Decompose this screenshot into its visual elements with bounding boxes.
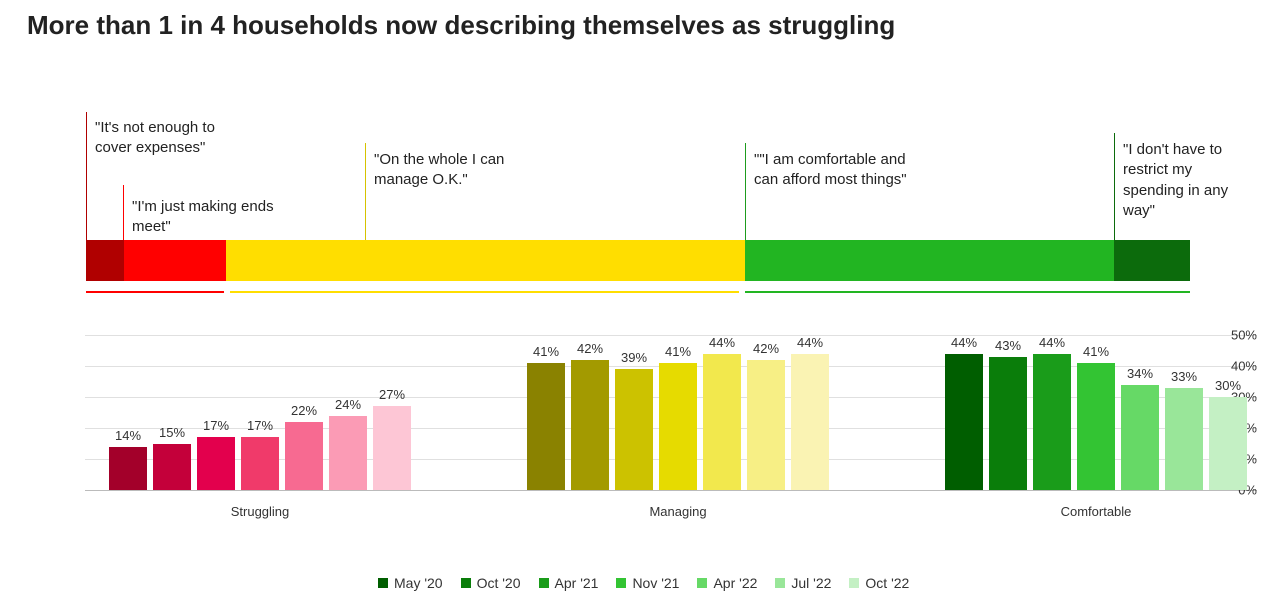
bar (241, 437, 279, 490)
bar-value-label: 42% (753, 341, 779, 356)
legend-swatch (775, 578, 785, 588)
bar (1121, 385, 1159, 490)
stacked-bar-segment (86, 240, 124, 281)
legend-label: Nov '21 (632, 575, 679, 591)
quote-text: "I'm just making ends meet" (132, 197, 282, 238)
stacked-bar-segment (124, 240, 227, 281)
bar-value-label: 42% (577, 341, 603, 356)
bar-value-label: 43% (995, 338, 1021, 353)
bar-value-label: 15% (159, 425, 185, 440)
bar (703, 354, 741, 490)
bar (659, 363, 697, 490)
bar (527, 363, 565, 490)
bar (747, 360, 785, 490)
legend-item: Apr '21 (539, 575, 599, 591)
bar (945, 354, 983, 490)
bar-value-label: 27% (379, 387, 405, 402)
page-title: More than 1 in 4 households now describi… (27, 10, 895, 41)
category-underline (86, 291, 224, 293)
bar (329, 416, 367, 490)
bar-value-label: 24% (335, 397, 361, 412)
y-axis-tick-label: 50% (1209, 328, 1257, 343)
bar (373, 406, 411, 490)
bar (989, 357, 1027, 490)
bar (1209, 397, 1247, 490)
bar (1165, 388, 1203, 490)
legend-item: Oct '22 (849, 575, 909, 591)
bar-value-label: 44% (1039, 335, 1065, 350)
group-label: Struggling (231, 504, 290, 519)
legend-item: Jul '22 (775, 575, 831, 591)
bar (615, 369, 653, 490)
legend-swatch (378, 578, 388, 588)
bar (197, 437, 235, 490)
legend-label: Apr '21 (555, 575, 599, 591)
legend-item: May '20 (378, 575, 443, 591)
stacked-bar-segment (1114, 240, 1190, 281)
legend-label: Oct '22 (865, 575, 909, 591)
quote-text: "On the whole I can manage O.K." (374, 150, 514, 191)
bar-value-label: 34% (1127, 366, 1153, 381)
bar (109, 447, 147, 490)
bar-value-label: 44% (951, 335, 977, 350)
bar-value-label: 30% (1215, 378, 1241, 393)
bar-value-label: 41% (533, 344, 559, 359)
legend-label: Oct '20 (477, 575, 521, 591)
legend-swatch (697, 578, 707, 588)
group-label: Managing (649, 504, 706, 519)
bar-value-label: 17% (203, 418, 229, 433)
quote-text: "I don't have to restrict my spending in… (1123, 140, 1243, 221)
legend-item: Oct '20 (461, 575, 521, 591)
stacked-bar-segment (226, 240, 745, 281)
bar (1077, 363, 1115, 490)
bar-value-label: 17% (247, 418, 273, 433)
category-underline (230, 291, 739, 293)
bar (153, 444, 191, 491)
legend-swatch (849, 578, 859, 588)
bar (1033, 354, 1071, 490)
legend-swatch (539, 578, 549, 588)
bar (571, 360, 609, 490)
legend-item: Nov '21 (616, 575, 679, 591)
group-label: Comfortable (1061, 504, 1132, 519)
bar-value-label: 41% (665, 344, 691, 359)
stacked-bar (86, 240, 1190, 281)
bar-value-label: 44% (797, 335, 823, 350)
grouped-bar-chart: 0%10%20%30%40%50%14%15%17%17%22%24%27%St… (27, 335, 1257, 525)
bar-value-label: 22% (291, 403, 317, 418)
legend-item: Apr '22 (697, 575, 757, 591)
bar-value-label: 41% (1083, 344, 1109, 359)
y-axis-tick-label: 40% (1209, 359, 1257, 374)
bar-value-label: 39% (621, 350, 647, 365)
bar-value-label: 14% (115, 428, 141, 443)
legend-swatch (461, 578, 471, 588)
legend-label: Jul '22 (791, 575, 831, 591)
category-underline (745, 291, 1190, 293)
bar-value-label: 44% (709, 335, 735, 350)
legend-label: May '20 (394, 575, 443, 591)
gridline (85, 335, 1257, 336)
quote-text: "It's not enough to cover expenses" (95, 118, 235, 159)
quote-text: ""I am comfortable and can afford most t… (754, 150, 924, 191)
gridline (85, 490, 1257, 491)
stacked-bar-segment (745, 240, 1114, 281)
legend-swatch (616, 578, 626, 588)
bar (285, 422, 323, 490)
bar-value-label: 33% (1171, 369, 1197, 384)
bar (791, 354, 829, 490)
legend: May '20 Oct '20 Apr '21 Nov '21 Apr '22 Jul '… (378, 575, 909, 591)
legend-label: Apr '22 (713, 575, 757, 591)
